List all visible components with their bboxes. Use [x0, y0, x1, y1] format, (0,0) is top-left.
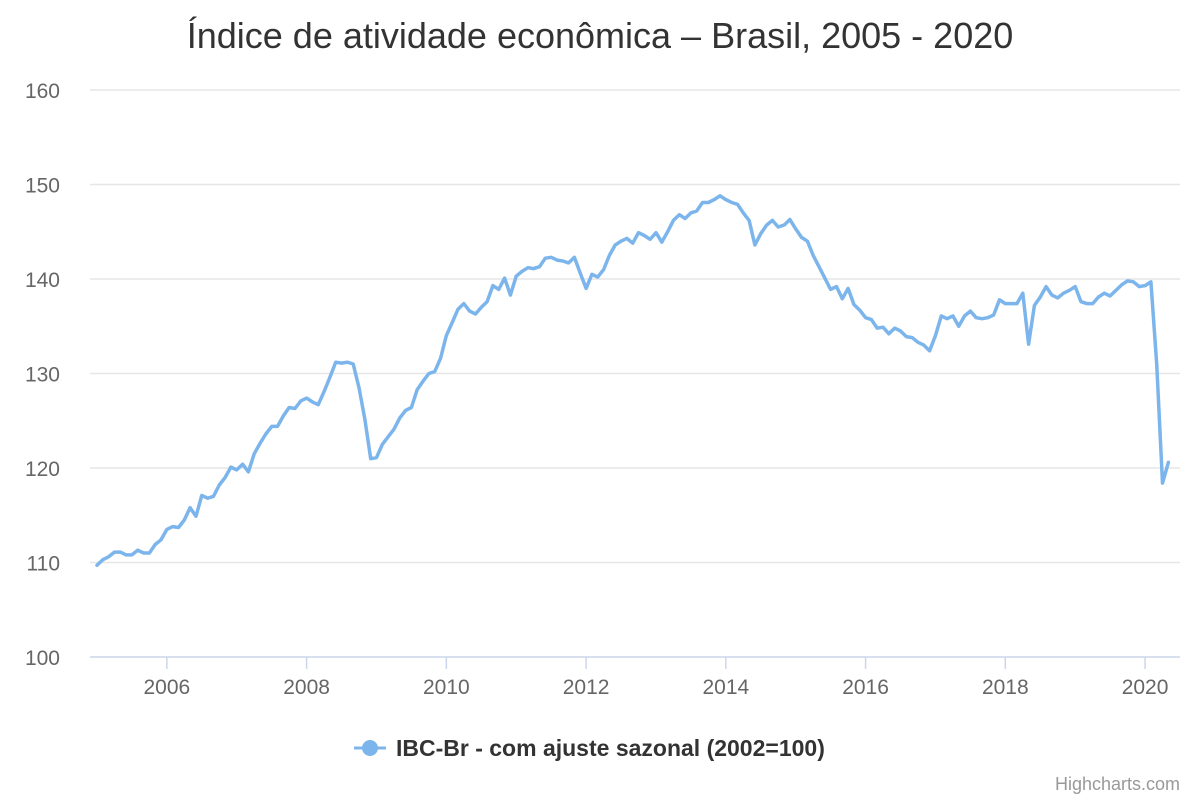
- series-line[interactable]: [95, 194, 1171, 568]
- x-tick-label: 2010: [423, 676, 470, 699]
- credits-link[interactable]: Highcharts.com: [1055, 774, 1180, 794]
- y-tick-label: 140: [25, 269, 60, 292]
- y-tick-label: 130: [25, 364, 60, 387]
- x-tick-label: 2014: [702, 676, 749, 699]
- x-tick-label: 2008: [283, 676, 330, 699]
- y-tick-label: 100: [25, 647, 60, 670]
- legend-marker-icon: [362, 740, 378, 756]
- legend-label[interactable]: IBC-Br - com ajuste sazonal (2002=100): [396, 735, 825, 761]
- x-axis: 2006 2008 2010 2012 2014 2016 2018 2020: [90, 656, 1180, 699]
- x-tick-label: 2018: [982, 676, 1029, 699]
- y-tick-label: 110: [27, 553, 60, 576]
- y-tick-label: 150: [25, 175, 60, 198]
- y-tick-label: 120: [25, 458, 60, 481]
- y-axis-ticks: 100 110 120 130 140 150 160: [25, 80, 60, 670]
- x-tick-label: 2020: [1122, 676, 1169, 699]
- y-tick-label: 160: [25, 80, 60, 103]
- x-tick-label: 2006: [143, 676, 190, 699]
- x-tick-label: 2012: [563, 676, 610, 699]
- gridlines: [90, 89, 1180, 564]
- chart-title: Índice de atividade econômica – Brasil, …: [187, 15, 1014, 56]
- series-group: [95, 194, 1171, 568]
- x-tick-label: 2016: [842, 676, 889, 699]
- legend[interactable]: IBC-Br - com ajuste sazonal (2002=100): [354, 735, 825, 761]
